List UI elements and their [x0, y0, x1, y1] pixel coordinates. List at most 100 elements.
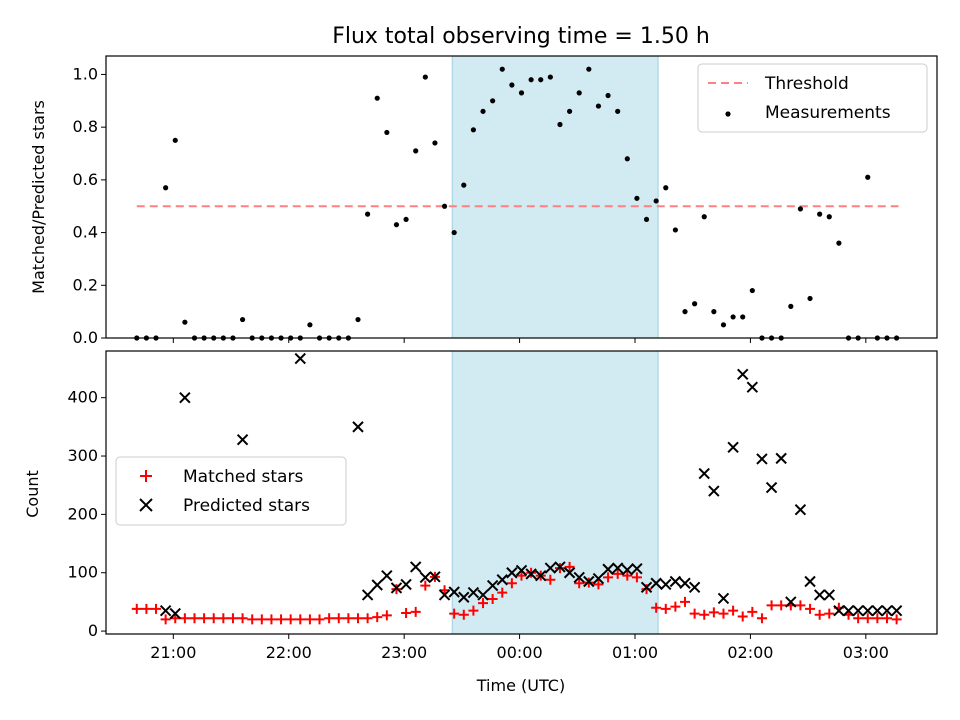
- axes-frame: [105, 55, 938, 339]
- measurement-point: [518, 90, 525, 96]
- matched-star-point: [593, 579, 604, 590]
- predicted-star-point: [621, 564, 634, 576]
- measurement-point: [499, 66, 505, 72]
- predicted-star-point: [236, 433, 249, 446]
- measurement-point: [615, 108, 621, 114]
- matched-star-point: [805, 603, 816, 614]
- predicted-star-point: [775, 452, 787, 465]
- measurement-point: [701, 214, 707, 220]
- matched-star-point: [699, 609, 710, 620]
- legend-label: Matched stars: [183, 467, 303, 487]
- measurement-point: [624, 156, 630, 162]
- matched-star-point: [881, 613, 892, 624]
- y-tick-label: 0.0: [73, 328, 98, 347]
- matched-star-point: [314, 614, 325, 625]
- predicted-star-point: [688, 581, 701, 594]
- matched-star-point: [747, 606, 758, 617]
- shaded-interval: [451, 350, 659, 635]
- predicted-star-point: [381, 569, 393, 582]
- measurement-point: [451, 229, 457, 236]
- y-tick-label: 1.0: [73, 64, 98, 83]
- matched-star-point: [622, 570, 633, 581]
- predicted-star-point: [823, 589, 835, 601]
- matched-star-point: [478, 598, 489, 609]
- measurement-point: [384, 129, 390, 136]
- measurement-point: [403, 216, 409, 223]
- y-tick-label: 300: [67, 446, 98, 465]
- predicted-star-point: [583, 575, 595, 588]
- matched-star-point: [285, 614, 296, 625]
- measurement-point: [817, 211, 823, 217]
- measurement-point: [865, 174, 871, 180]
- measurement-point: [797, 206, 804, 212]
- predicted-star-point: [804, 575, 816, 588]
- y-axis-label-count: Count: [23, 470, 42, 518]
- measurement-point: [566, 108, 573, 114]
- predicted-star-point: [737, 368, 749, 381]
- predicted-star-point: [785, 596, 797, 608]
- predicted-star-point: [159, 604, 172, 617]
- matched-star-point: [256, 614, 267, 625]
- matched-star-point: [891, 614, 902, 625]
- predicted-star-point: [554, 561, 566, 573]
- predicted-star-point: [573, 571, 585, 584]
- y-tick-label: 100: [67, 563, 98, 582]
- matched-star-point: [410, 606, 421, 617]
- predicted-star-point: [679, 577, 691, 589]
- measurement-point: [480, 108, 486, 114]
- y-tick-label: 0.4: [73, 223, 98, 242]
- x-tick-label: 02:00: [727, 643, 773, 662]
- predicted-star-point: [438, 589, 451, 601]
- predicted-star-point: [746, 381, 759, 393]
- measurement-point: [720, 322, 727, 328]
- matched-star-point: [487, 593, 498, 604]
- predicted-star-point: [429, 571, 441, 583]
- matched-star-point: [324, 613, 335, 624]
- predicted-star-point: [881, 604, 893, 617]
- predicted-star-point: [486, 579, 499, 592]
- matched-star-point: [506, 578, 517, 589]
- matched-star-point: [737, 611, 748, 622]
- matched-star-point: [420, 580, 431, 591]
- matched-star-point: [660, 603, 671, 614]
- ratio-axes: 0.0 0.2 0.4 0.6 0.8 1.0 Threshold Measurements: [73, 55, 938, 347]
- x-axis-label: Time (UTC): [476, 676, 565, 695]
- matched-star-point: [372, 612, 383, 623]
- predicted-star-point: [544, 562, 557, 574]
- matched-star-point: [247, 614, 258, 625]
- measurement-point: [788, 303, 794, 309]
- x-tick-label: 03:00: [843, 643, 889, 662]
- predicted-star-point: [842, 604, 855, 617]
- matched-star-point: [199, 613, 210, 624]
- matched-star-point: [795, 600, 806, 611]
- measurement-point: [557, 121, 563, 128]
- matched-star-point: [352, 613, 363, 624]
- legend: Matched stars Predicted stars: [115, 456, 347, 526]
- matched-star-point: [343, 613, 354, 624]
- matched-star-point: [872, 613, 883, 624]
- predicted-star-point: [813, 589, 826, 601]
- measurement-point: [682, 309, 688, 315]
- predicted-star-point: [458, 591, 470, 603]
- predicted-star-point: [563, 567, 576, 579]
- matched-star-point: [333, 613, 344, 624]
- predicted-star-point: [890, 604, 903, 617]
- predicted-star-point: [525, 568, 537, 580]
- predicted-star-point: [506, 567, 518, 579]
- matched-star-point: [718, 608, 729, 619]
- predicted-star-point: [361, 589, 374, 601]
- matched-star-point: [824, 608, 835, 619]
- measurement-point: [605, 92, 611, 99]
- matched-star-point: [862, 613, 873, 624]
- legend-box: [697, 63, 928, 133]
- matched-star-point: [189, 613, 200, 624]
- predicted-star-point: [756, 453, 768, 465]
- measurement-point: [239, 316, 246, 323]
- matched-star-point: [853, 613, 864, 624]
- matched-star-point: [151, 603, 162, 614]
- matched-star-point: [497, 587, 508, 598]
- matched-star-point: [612, 568, 623, 579]
- matched-star-point: [160, 614, 171, 625]
- measurement-point: [422, 74, 428, 80]
